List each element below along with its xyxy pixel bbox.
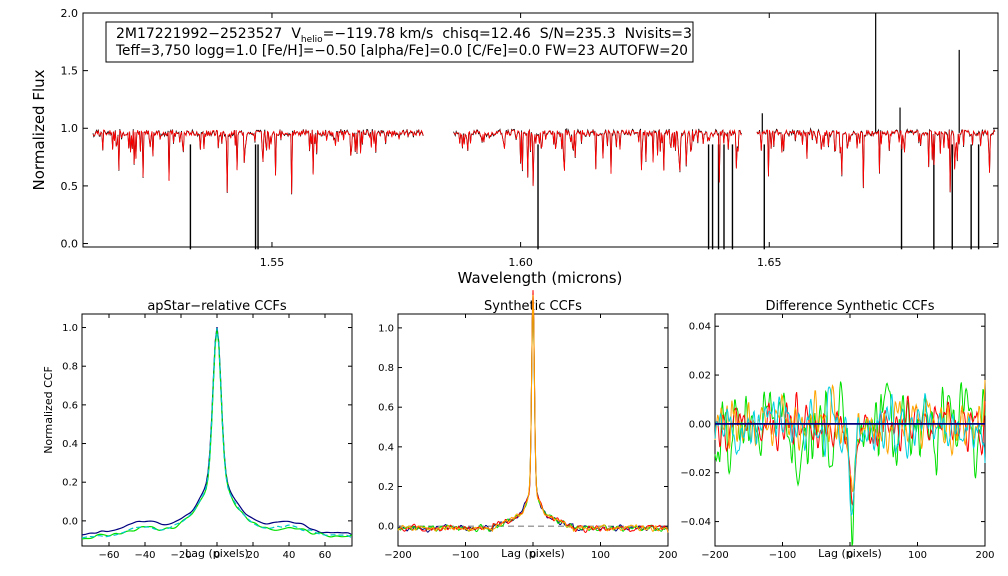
spectrum-plot-frame	[82, 12, 999, 248]
synthetic-ccf-y-tick-label: 0.6	[378, 403, 394, 414]
apstar-ccf-y-tick-label: 0.0	[62, 516, 78, 527]
apstar-ccf-y-axis-label: Normalized CCF	[42, 366, 55, 454]
spectrum-model-line	[453, 128, 742, 187]
difference-ccf-panel: Difference Synthetic CCFs Lag (pixels) −…	[680, 299, 994, 561]
spectrum-y-tick-label: 2.0	[61, 7, 79, 20]
info-box-frame	[105, 21, 694, 63]
synthetic-ccf-series-2	[397, 298, 669, 533]
difference-ccf-y-tick-label: 0.02	[689, 371, 711, 382]
synthetic-ccf-x-tick-label: 100	[591, 550, 610, 561]
info-v-label: V	[291, 26, 301, 42]
spectrum-y-tick-label: 0.0	[61, 237, 79, 250]
apstar-ccf-plot-frame	[81, 313, 353, 547]
difference-ccf-series-5	[714, 386, 986, 517]
spectrum-y-tick-label: 1.0	[61, 122, 79, 135]
difference-ccf-x-tick-label: −100	[769, 550, 796, 561]
spectrum-x-axis-label: Wavelength (microns)	[458, 269, 623, 287]
info-star-id: 2M17221992−2523527	[116, 26, 282, 42]
apstar-ccf-y-tick-label: 0.2	[62, 478, 78, 489]
difference-ccf-series-3	[714, 392, 986, 506]
spectrum-x-tick-label: 1.55	[260, 256, 285, 269]
spectrum-y-tick-label: 1.5	[61, 64, 79, 77]
difference-ccf-y-tick-label: −0.04	[680, 517, 711, 528]
apstar-ccf-y-tick-label: 0.8	[62, 362, 78, 373]
apstar-ccf-y-tick-label: 1.0	[62, 323, 78, 334]
synthetic-ccf-y-tick-label: 0.4	[378, 442, 394, 453]
info-box-line1: 2M17221992−2523527 Vhelio=−119.78 km/s chi…	[116, 26, 692, 45]
apstar-ccf-series-3	[81, 328, 353, 539]
difference-ccf-y-tick-label: 0.04	[689, 322, 711, 333]
spectrum-x-tick-label: 1.65	[757, 256, 782, 269]
apstar-ccf-title: apStar−relative CCFs	[147, 299, 287, 314]
synthetic-ccf-x-axis-label: Lag (pixels)	[501, 547, 565, 560]
info-box-line2: Teff=3,750 logg=1.0 [Fe/H]=−0.50 [alpha/…	[115, 43, 688, 59]
apstar-ccf-x-tick-label: −60	[98, 550, 119, 561]
difference-ccf-y-tick-label: −0.02	[680, 468, 711, 479]
spectrum-panel: 2M17221992−2523527 Vhelio=−119.78 km/s chi…	[30, 7, 999, 287]
spectrum-info-box: 2M17221992−2523527 Vhelio=−119.78 km/s chi…	[105, 21, 694, 63]
difference-ccf-x-tick-label: 200	[975, 550, 994, 561]
difference-ccf-x-axis-label: Lag (pixels)	[818, 547, 882, 560]
difference-ccf-x-tick-label: 100	[908, 550, 927, 561]
info-chisq: chisq=12.46	[442, 26, 531, 42]
apstar-ccf-x-tick-label: 0	[214, 550, 220, 561]
synthetic-ccf-y-tick-label: 1.0	[378, 323, 394, 334]
difference-ccf-y-tick-label: 0.00	[689, 419, 711, 430]
apstar-ccf-series-2	[81, 329, 353, 540]
synthetic-ccf-x-tick-label: 200	[658, 550, 677, 561]
apstar-ccf-y-tick-label: 0.4	[62, 439, 78, 450]
info-nvisits: Nvisits=3	[625, 26, 692, 42]
synthetic-ccf-x-tick-label: 0	[530, 550, 536, 561]
spectrum-x-tick-label: 1.60	[508, 256, 533, 269]
synthetic-ccf-x-tick-label: −200	[384, 550, 411, 561]
apstar-ccf-x-tick-label: −20	[170, 550, 191, 561]
difference-ccf-title: Difference Synthetic CCFs	[765, 299, 934, 314]
apstar-ccf-series-1	[81, 326, 353, 536]
synthetic-ccf-y-tick-label: 0.8	[378, 363, 394, 374]
difference-ccf-x-tick-label: −200	[701, 550, 728, 561]
apstar-ccf-x-tick-label: 40	[283, 550, 296, 561]
apstar-ccf-y-tick-label: 0.6	[62, 400, 78, 411]
synthetic-ccf-series-4	[397, 294, 669, 533]
apstar-ccf-panel: apStar−relative CCFs Lag (pixels) Normal…	[42, 299, 353, 561]
synthetic-ccf-series-1	[397, 296, 669, 533]
info-sn: S/N=235.3	[540, 26, 616, 42]
spectrum-model-line	[756, 128, 996, 192]
spectrum-model-line	[92, 129, 424, 194]
synthetic-ccf-plot-frame	[397, 313, 669, 547]
synthetic-ccf-x-tick-label: −100	[452, 550, 479, 561]
apstar-ccf-x-axis-label: Lag (pixels)	[185, 547, 249, 560]
info-v-value: =−119.78 km/s	[323, 26, 434, 42]
synthetic-ccf-y-tick-label: 0.0	[378, 522, 394, 533]
info-v-subscript: helio	[301, 35, 323, 45]
spectrum-y-axis-label: Normalized Flux	[30, 69, 48, 190]
synthetic-ccf-series-3	[397, 290, 669, 534]
apstar-ccf-x-tick-label: −40	[134, 550, 155, 561]
spectrum-y-tick-label: 0.5	[61, 180, 79, 193]
synthetic-ccf-y-tick-label: 0.2	[378, 482, 394, 493]
apstar-ccf-x-tick-label: 60	[319, 550, 332, 561]
apstar-ccf-x-tick-label: 20	[247, 550, 260, 561]
synthetic-ccf-panel: Synthetic CCFs Lag (pixels) −200 −100 0 100…	[378, 290, 678, 561]
difference-ccf-x-tick-label: 0	[847, 550, 853, 561]
